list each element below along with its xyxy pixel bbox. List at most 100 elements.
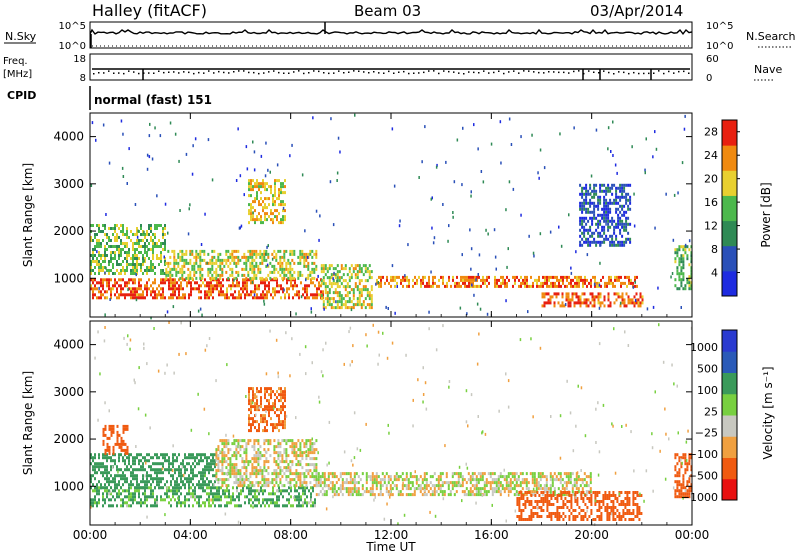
heatmap-cell	[196, 287, 198, 290]
heatmap-cell	[576, 478, 578, 481]
heatmap-cell	[227, 451, 229, 454]
nave-dot	[518, 72, 520, 74]
heatmap-cell	[247, 463, 249, 466]
heatmap-cell	[116, 474, 118, 477]
heatmap-cell	[400, 279, 402, 282]
heatmap-cell	[116, 492, 118, 495]
heatmap-cell	[538, 484, 540, 487]
heatmap-cell	[178, 474, 180, 477]
heatmap-cell	[270, 387, 272, 390]
heatmap-cell	[282, 393, 284, 396]
heatmap-cell	[676, 251, 678, 254]
heatmap-cell	[283, 439, 285, 442]
heatmap-cell	[212, 501, 214, 504]
heatmap-speckle	[600, 243, 602, 246]
heatmap-cell	[94, 501, 96, 504]
heatmap-cell	[440, 276, 442, 279]
heatmap-cell	[144, 480, 146, 483]
heatmap-cell	[170, 293, 172, 296]
heatmap-cell	[593, 241, 595, 244]
heatmap-speckle	[682, 161, 684, 164]
heatmap-cell	[627, 184, 629, 187]
heatmap-cell	[284, 423, 286, 426]
heatmap-cell	[400, 493, 402, 496]
heatmap-cell	[380, 487, 382, 490]
heatmap-cell	[264, 287, 266, 290]
heatmap-cell	[148, 459, 150, 462]
heatmap-cell	[332, 481, 334, 484]
heatmap-cell	[144, 251, 146, 254]
heatmap-cell	[587, 244, 589, 247]
heatmap-cell	[148, 224, 150, 227]
heatmap-cell	[601, 190, 603, 193]
heatmap-speckle	[430, 271, 432, 274]
heatmap-cell	[227, 478, 229, 481]
heatmap-cell	[100, 230, 102, 233]
nave-dot	[548, 71, 550, 73]
heatmap-cell	[136, 269, 138, 272]
heatmap-cell	[620, 282, 622, 285]
heatmap-cell	[175, 268, 177, 271]
heatmap-cell	[372, 487, 374, 490]
heatmap-cell	[278, 290, 280, 293]
heatmap-cell	[181, 259, 183, 262]
heatmap-cell	[107, 443, 109, 446]
heatmap-cell	[520, 509, 522, 512]
heatmap-cell	[281, 454, 283, 457]
heatmap-cell	[560, 481, 562, 484]
nave-dot	[498, 71, 500, 73]
heatmap-speckle	[201, 243, 203, 246]
heatmap-cell	[376, 487, 378, 490]
heatmap-cell	[339, 285, 341, 288]
heatmap-cell	[154, 504, 156, 507]
heatmap-cell	[386, 279, 388, 282]
heatmap-cell	[152, 242, 154, 245]
heatmap-cell	[215, 448, 217, 451]
heatmap-cell	[438, 484, 440, 487]
heatmap-cell	[106, 281, 108, 284]
heatmap-cell	[307, 439, 309, 442]
heatmap-cell	[262, 489, 264, 492]
heatmap-speckle	[336, 280, 338, 283]
heatmap-cell	[367, 267, 369, 270]
heatmap-cell	[252, 501, 254, 504]
heatmap-cell	[540, 475, 542, 478]
heatmap-cell	[293, 478, 295, 481]
heatmap-cell	[460, 279, 462, 282]
heatmap-speckle	[673, 239, 675, 242]
heatmap-cell	[150, 230, 152, 233]
heatmap-cell	[424, 475, 426, 478]
heatmap-cell	[548, 279, 550, 282]
heatmap-cell	[591, 223, 593, 226]
heatmap-cell	[486, 493, 488, 496]
heatmap-cell	[126, 293, 128, 296]
heatmap-cell	[532, 481, 534, 484]
heatmap-cell	[254, 402, 256, 405]
heatmap-speckle	[267, 264, 269, 267]
heatmap-cell	[339, 297, 341, 300]
nave-dot	[648, 73, 650, 75]
heatmap-cell	[284, 293, 286, 296]
heatmap-cell	[162, 233, 164, 236]
heatmap-cell	[194, 281, 196, 284]
heatmap-cell	[250, 293, 252, 296]
heatmap-cell	[136, 474, 138, 477]
heatmap-cell	[193, 274, 195, 277]
heatmap-cell	[110, 465, 112, 468]
heatmap-cell	[199, 268, 201, 271]
heatmap-cell	[619, 211, 621, 214]
heatmap-cell	[130, 263, 132, 266]
heatmap-cell	[305, 439, 307, 442]
heatmap-cell	[212, 284, 214, 287]
heatmap-cell	[237, 481, 239, 484]
heatmap-cell	[132, 233, 134, 236]
heatmap-cell	[289, 478, 291, 481]
heatmap-cell	[274, 411, 276, 414]
heatmap-cell	[642, 301, 644, 304]
heatmap-cell	[219, 439, 221, 442]
heatmap-cell	[607, 208, 609, 211]
heatmap-cell	[607, 184, 609, 187]
heatmap-cell	[150, 248, 152, 251]
heatmap-cell	[502, 282, 504, 285]
heatmap-cell	[164, 483, 166, 486]
